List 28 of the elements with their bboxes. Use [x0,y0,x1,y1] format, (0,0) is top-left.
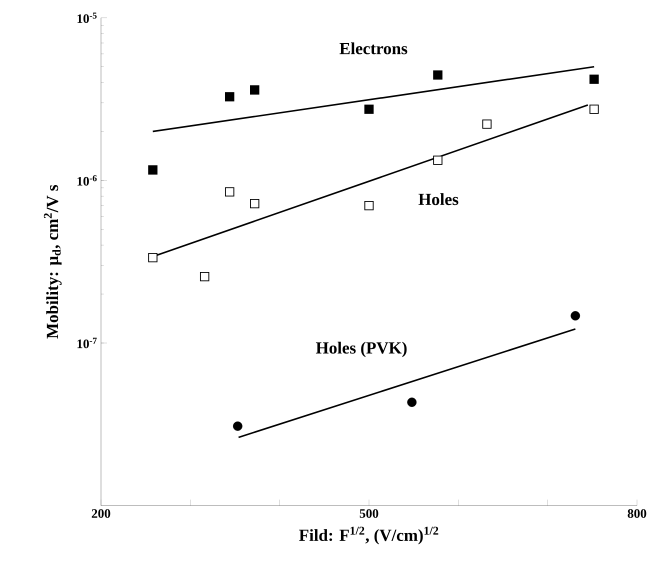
series-label: Electrons [340,42,408,54]
x-tick-label: 200 [92,509,110,518]
x-tick-label: 800 [628,509,646,518]
y-tick-label: 10$^{-7}$ [78,338,97,348]
point [250,198,260,208]
point [364,200,374,210]
series-label: Holes [418,193,458,206]
point [232,421,242,431]
point [589,74,599,84]
y-axis-title: Mobility: μ$_{d}$, cm$^{2}$/V s [44,184,62,339]
text: Holes (PVK) [316,342,407,358]
point [433,156,442,165]
point [224,92,234,102]
point [148,165,158,175]
point [482,119,492,129]
point [364,104,374,114]
point [200,272,210,282]
point [433,70,442,80]
y-tick-label: 10$^{-5}$ [78,12,97,24]
y-tick-label: 10$^{-6}$ [78,175,97,186]
x-tick-label: 500 [360,509,378,518]
point [148,252,158,262]
x-axis-title: Fild: F$^{1/2}$, (V/cm)$^{1/2}$ [299,526,438,544]
point [589,104,599,114]
point [407,398,417,407]
point [250,85,260,95]
point [224,187,234,197]
point [570,311,580,321]
